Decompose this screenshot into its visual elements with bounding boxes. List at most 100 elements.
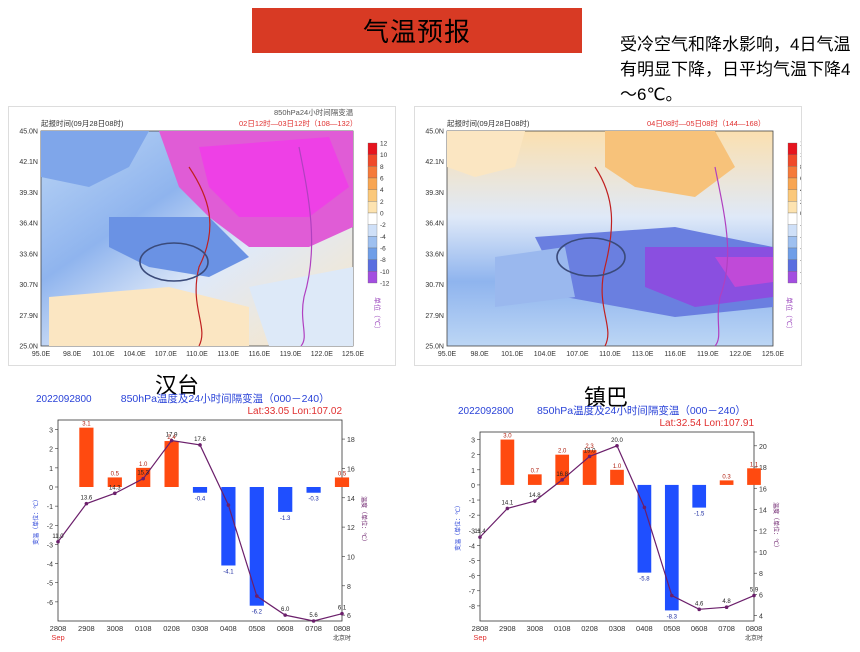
- y-left-tick-label: -8: [469, 604, 475, 611]
- map-2-header-left: 起报时间(09月28日08时): [447, 118, 530, 128]
- temperature-point: [283, 613, 287, 617]
- x-tick-label: 0608: [277, 624, 294, 633]
- colorbar-swatch: [367, 259, 378, 272]
- x-tick-label: 3008: [526, 624, 543, 633]
- temperature-point: [642, 505, 647, 510]
- lon-tick-label: 101.0E: [501, 351, 524, 358]
- change-bar: [107, 477, 122, 487]
- y-left-tick-label: 0: [471, 483, 475, 490]
- y-left-tick-label: -1: [47, 504, 53, 511]
- y-left-label: 变温（单位：℃）: [454, 502, 462, 551]
- colorbar-swatch: [367, 189, 378, 202]
- temperature-point: [113, 491, 117, 496]
- colorbar-swatch: [787, 201, 798, 214]
- map-1-header-right: 02日12时—03日12时（108—132）: [239, 118, 357, 128]
- temperature-point-label: 15.3: [137, 471, 149, 477]
- map-2-unit: 单位（℃）: [785, 297, 794, 333]
- x-tick-label: 0408: [220, 624, 237, 633]
- temperature-point: [533, 499, 537, 503]
- lat-tick-label: 25.0N: [425, 344, 444, 351]
- y-right-tick-label: 14: [759, 508, 767, 515]
- change-bar: [610, 469, 624, 485]
- colorbar-label: 4: [380, 187, 384, 194]
- colorbar-swatch: [367, 212, 378, 225]
- change-bar-label: 1.0: [139, 462, 148, 468]
- lon-tick-label: 107.0E: [155, 351, 178, 358]
- lat-tick-label: 27.9N: [425, 313, 444, 320]
- x-tick-label: 0708: [305, 624, 322, 633]
- change-bar-label: 1.1: [750, 462, 759, 468]
- map-1-lon-axis: 95.0E 98.0E 101.0E 104.0E 107.0E 110.0E 113.0E…: [32, 351, 365, 358]
- temperature-point: [478, 535, 482, 539]
- temperature-point: [560, 477, 564, 482]
- x-tick-label: 0108: [554, 624, 571, 633]
- change-bar: [278, 487, 293, 512]
- map-2-header-right: 04日08时—05日08时（144—168）: [647, 118, 765, 128]
- lat-tick-label: 45.0N: [19, 129, 38, 136]
- colorbar-swatch: [367, 177, 378, 190]
- lat-tick-label: 36.4N: [425, 221, 444, 228]
- temperature-point-label: 17.6: [194, 437, 206, 443]
- y-right-tick-label: 8: [347, 584, 351, 591]
- colorbar-label: 6: [800, 176, 801, 183]
- change-bar-label: -8.3: [667, 614, 678, 620]
- lon-tick-label: 110.0E: [599, 351, 621, 358]
- lon-tick-label: 119.0E: [280, 351, 302, 358]
- y-left-tick-label: -4: [469, 543, 475, 550]
- change-bar-label: -0.3: [308, 497, 319, 503]
- change-bar-label: 1.0: [613, 464, 622, 470]
- y-left-tick-label: -1: [469, 498, 475, 505]
- colorbar-swatch: [367, 166, 378, 179]
- y-right-tick-label: 16: [347, 466, 355, 473]
- change-bar-label: -5.8: [639, 577, 650, 583]
- temperature-point: [340, 611, 344, 616]
- change-bar: [719, 480, 734, 485]
- temperature-point-label: 14.8: [529, 493, 541, 499]
- colorbar-swatch: [367, 247, 378, 260]
- lon-tick-label: 95.0E: [438, 351, 457, 358]
- colorbar-swatch: [787, 224, 798, 237]
- x-tick-label: 2808: [472, 624, 489, 633]
- chart-location: Lat:32.54 Lon:107.91: [659, 418, 754, 429]
- temperature-point: [670, 593, 674, 598]
- change-bar: [306, 487, 321, 493]
- y-left-tick-label: 3: [49, 428, 53, 435]
- lat-tick-label: 39.3N: [19, 190, 38, 197]
- colorbar-label: 10: [380, 152, 388, 159]
- lat-tick-label: 25.0N: [19, 344, 38, 351]
- temperature-point-label: 5.6: [309, 613, 318, 619]
- colorbar-label: 8: [800, 164, 801, 171]
- colorbar-label: 4: [800, 187, 801, 194]
- y-right-tick-label: 12: [759, 529, 767, 536]
- temperature-point: [752, 593, 756, 598]
- temperature-point-label: 5.9: [750, 588, 759, 594]
- map-1-colorbar: 12 10 8 6 4 2 0 -2 -4 -6 -8 -10 -12: [367, 141, 390, 288]
- colorbar-label: -6: [380, 246, 386, 253]
- colorbar-label: -4: [800, 234, 801, 241]
- temperature-point: [505, 506, 510, 511]
- x-month-label: Sep: [51, 633, 64, 642]
- map-2-lat-axis: 45.0N 42.1N 39.3N 36.4N 33.6N 30.7N 27.9N 25.0N: [425, 129, 444, 351]
- temperature-point-label: 16.8: [556, 472, 568, 478]
- temperature-point: [724, 605, 729, 609]
- colorbar-swatch: [787, 177, 798, 190]
- y-right-tick-label: 8: [759, 571, 763, 578]
- temperature-point: [697, 607, 701, 612]
- y-right-label: 温度（单位：℃）: [772, 502, 780, 551]
- y-left-tick-label: -7: [469, 589, 475, 596]
- colorbar-swatch: [367, 154, 378, 167]
- map-2-lon-axis: 95.0E 98.0E 101.0E 104.0E 107.0E 110.0E 113.0E…: [438, 351, 785, 358]
- change-bar-label: 0.5: [338, 471, 347, 477]
- colorbar-label: -8: [800, 257, 801, 264]
- x-tick-label: 0308: [192, 624, 209, 633]
- colorbar-label: 10: [800, 152, 801, 159]
- temperature-point: [226, 503, 231, 507]
- temperature-line: [57, 439, 343, 622]
- lat-tick-label: 30.7N: [425, 282, 444, 289]
- chart-location: Lat:33.05 Lon:107.02: [247, 406, 342, 417]
- y-right-tick-label: 10: [347, 554, 355, 561]
- y-left-label: 变温（单位：℃）: [32, 496, 40, 545]
- x-tick-label: 0608: [691, 624, 708, 633]
- colorbar-label: 12: [800, 141, 801, 148]
- page-title: 气温预报: [252, 8, 582, 53]
